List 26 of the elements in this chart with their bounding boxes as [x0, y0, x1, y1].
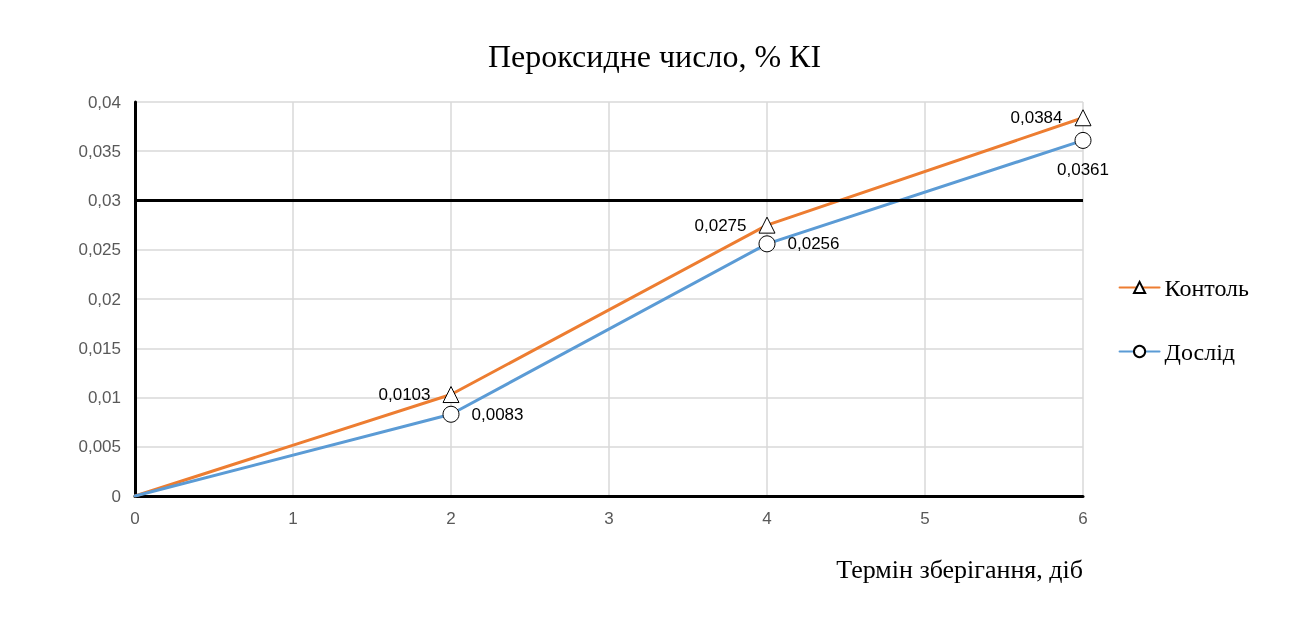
y-tick-label: 0,01	[87, 388, 121, 407]
y-tick-label: 0,02	[87, 289, 121, 309]
data-label: 0,0103	[378, 385, 431, 405]
chart-title: Пероксидне число, % КІ	[487, 38, 822, 74]
data-label: 0,0083	[471, 404, 524, 424]
x-tick-label: 6	[1078, 509, 1088, 528]
y-tick-label: 0,035	[78, 141, 121, 161]
x-axis-title: Термін зберігання, діб	[836, 554, 1083, 584]
y-tick-label: 0,025	[78, 240, 121, 260]
x-tick-label: 1	[288, 509, 298, 528]
legend-label: Контоль	[1164, 274, 1250, 301]
data-label: 0,0256	[787, 234, 840, 254]
x-tick-label: 4	[762, 509, 772, 528]
y-tick-label: 0	[111, 486, 121, 506]
x-tick-label: 3	[604, 509, 614, 528]
x-tick-label: 0	[130, 509, 140, 528]
y-tick-label: 0,03	[87, 191, 121, 210]
data-label: 0,0275	[694, 215, 747, 235]
y-tick-label: 0,04	[87, 92, 121, 112]
x-tick-label: 2	[446, 509, 456, 528]
data-label: 0,0384	[1010, 108, 1063, 128]
y-tick-label: 0,015	[78, 338, 121, 358]
x-tick-label: 5	[920, 509, 930, 528]
data-label: 0,0361	[1057, 159, 1109, 179]
legend-label: Дослід	[1164, 338, 1236, 365]
y-tick-label: 0,005	[78, 437, 121, 457]
